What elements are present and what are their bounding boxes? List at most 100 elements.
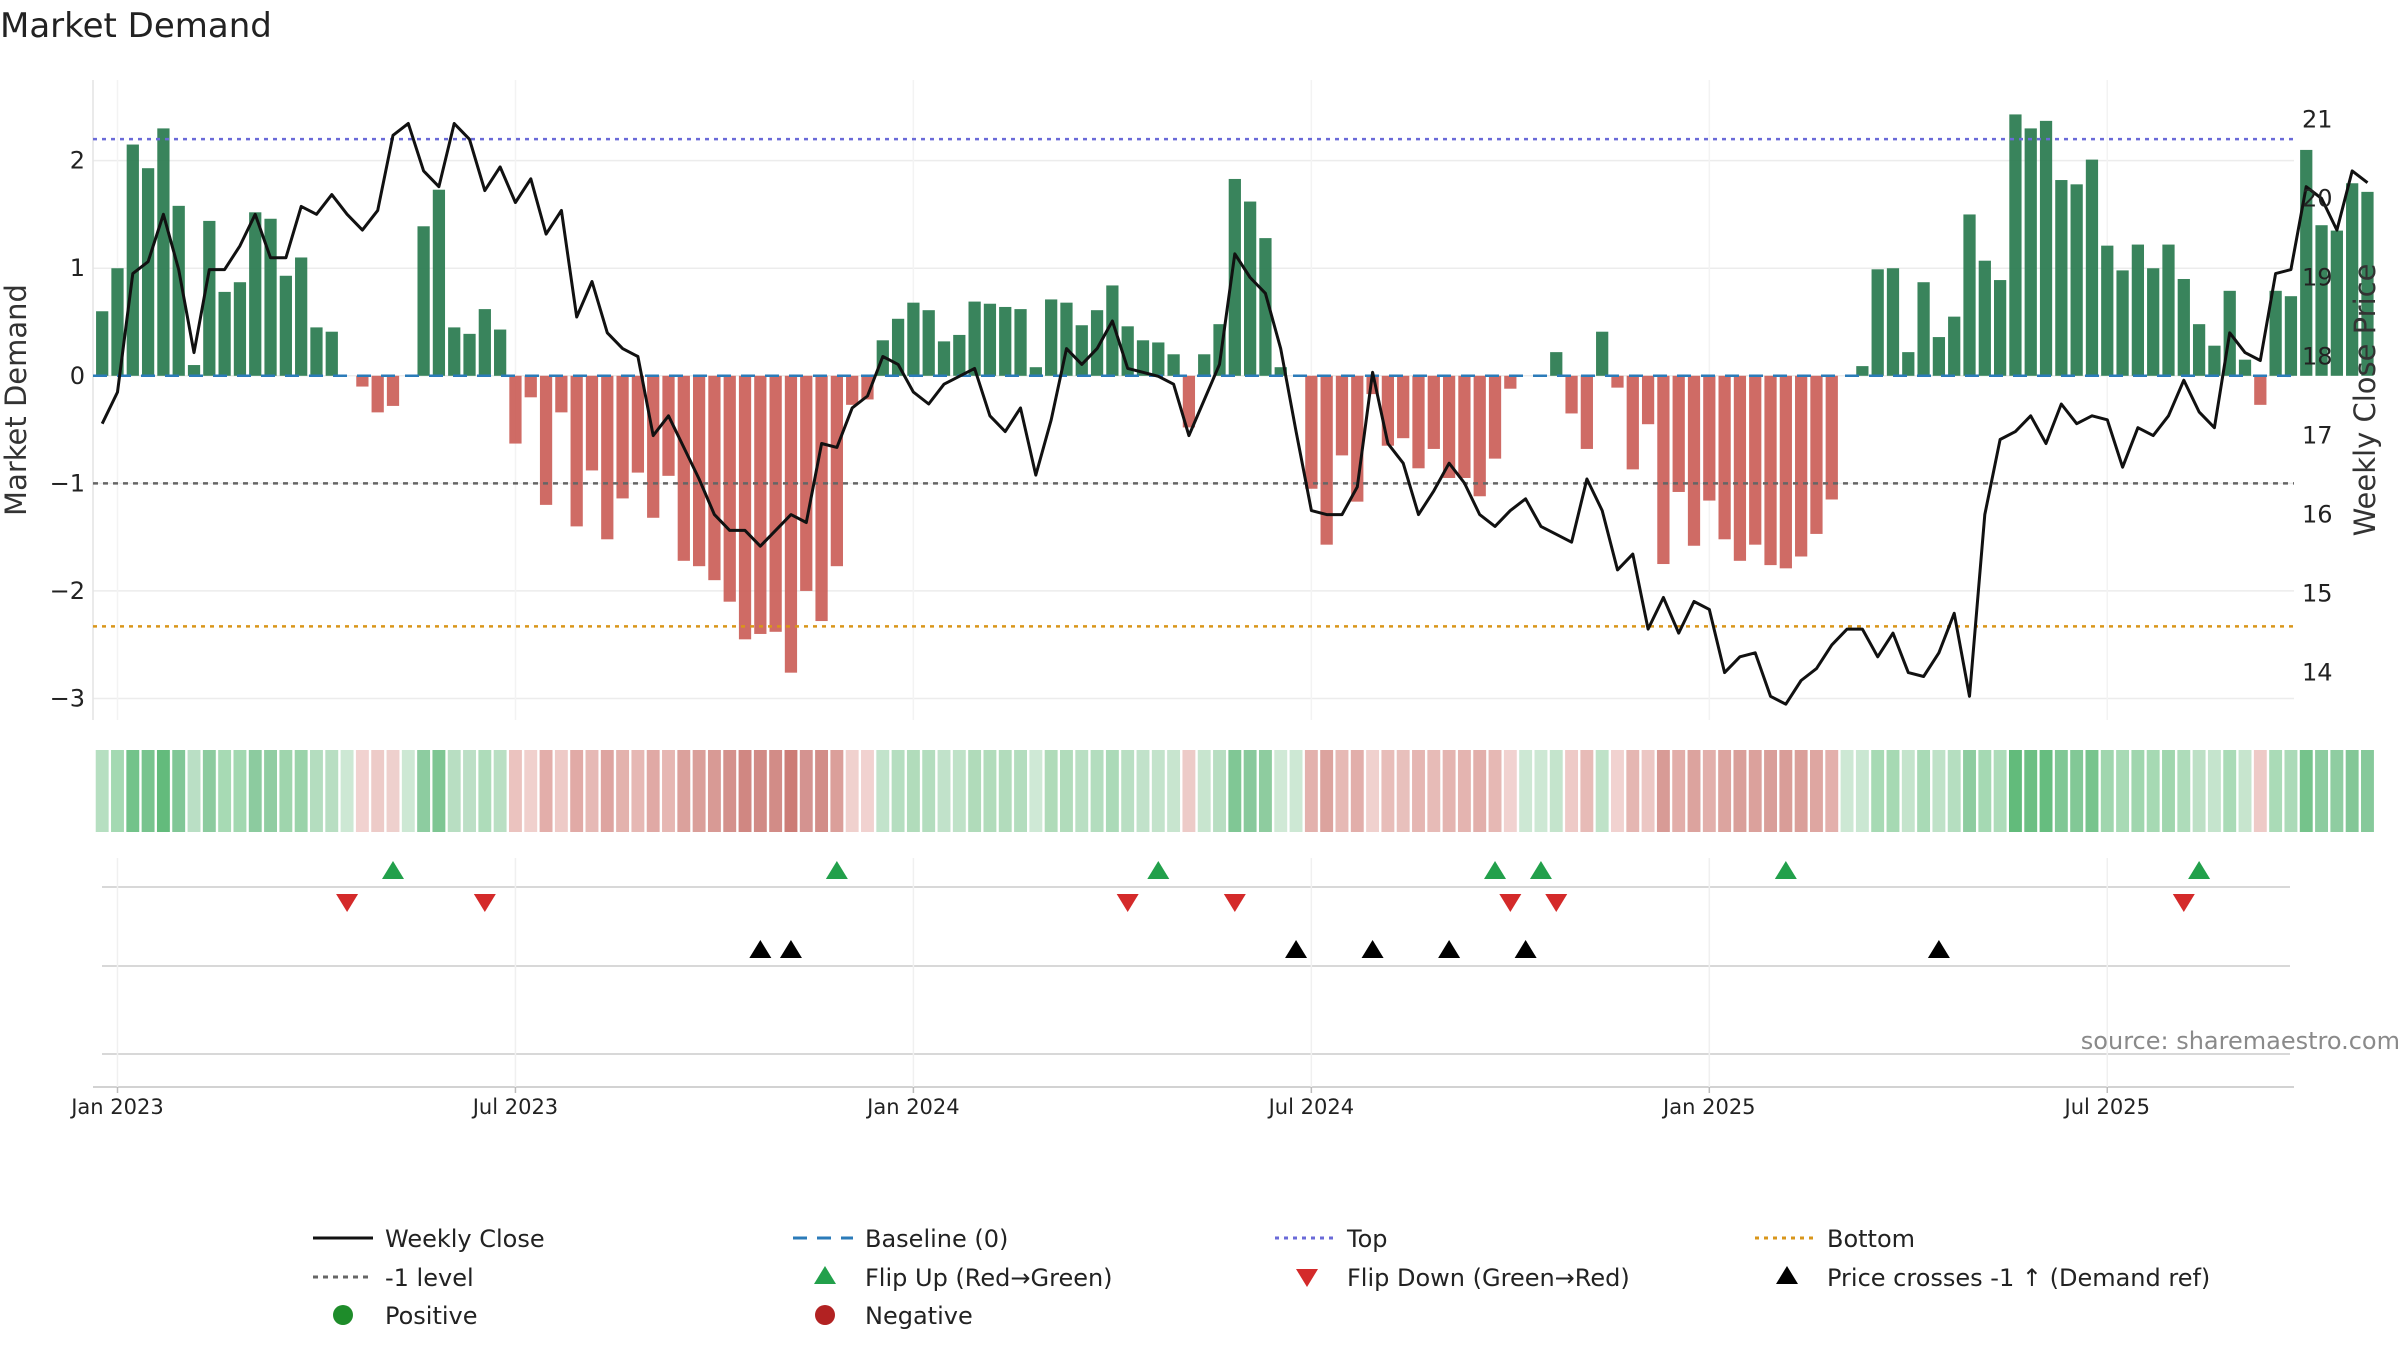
ribbon-cell (1748, 750, 1762, 832)
ribbon-cell (1626, 750, 1640, 832)
demand-bar (2039, 120, 2053, 376)
demand-bar (830, 375, 843, 567)
demand-bar (2055, 180, 2068, 376)
demand-bar (570, 375, 583, 527)
legend-label: Negative (865, 1302, 973, 1330)
ribbon-cell (554, 750, 568, 832)
ribbon-cell (1060, 750, 1073, 832)
ribbon-cell (1978, 750, 1992, 832)
ribbon-cell (1718, 750, 1732, 832)
demand-bar (2024, 128, 2037, 376)
ribbon-cell (1963, 750, 1976, 832)
demand-bar (983, 303, 997, 376)
ribbon-cell (692, 750, 706, 832)
ribbon-cell (233, 750, 247, 832)
left-tick-label: −2 (50, 577, 85, 605)
left-tick-label: 1 (70, 254, 85, 282)
legend-label: Baseline (0) (865, 1225, 1008, 1253)
demand-bar (2162, 244, 2175, 376)
demand-bar (1856, 366, 1869, 376)
left-tick-label: 2 (70, 147, 85, 175)
demand-color-ribbon (95, 750, 2374, 832)
demand-bar (769, 375, 782, 632)
demand-bar (1948, 316, 1961, 376)
demand-bar (1075, 325, 1088, 376)
ribbon-cell (937, 750, 951, 832)
ribbon-cell (1151, 750, 1165, 832)
x-tick-label: Jan 2023 (69, 1095, 164, 1119)
demand-bar (692, 375, 706, 567)
ribbon-cell (1381, 750, 1395, 832)
demand-bar (2315, 225, 2328, 376)
ribbon-cell (111, 750, 124, 832)
demand-bar (356, 375, 369, 387)
demand-bar (172, 205, 185, 376)
demand-bar (1045, 299, 1058, 376)
ribbon-cell (172, 750, 186, 832)
ribbon-cell (1488, 750, 1502, 832)
ribbon-cell (1886, 750, 1900, 832)
ribbon-cell (141, 750, 155, 832)
demand-bar (2009, 114, 2022, 376)
ribbon-cell (1855, 750, 1869, 832)
ribbon-cell (1993, 750, 2007, 832)
ribbon-cell (2361, 750, 2374, 832)
legend-label: Top (1346, 1225, 1388, 1253)
ribbon-cell (753, 750, 767, 832)
demand-bar (371, 375, 384, 413)
ribbon-cell (1764, 750, 1777, 832)
flip-up-marker (1484, 861, 1507, 879)
ribbon-cell (1044, 750, 1058, 832)
demand-bar (846, 375, 859, 405)
legend-negative: Negative (815, 1302, 973, 1330)
ribbon-cell (126, 750, 140, 832)
demand-bar (723, 375, 736, 602)
demand-bar (1703, 375, 1716, 501)
demand-bar (1397, 375, 1410, 439)
demand-bar (1442, 375, 1456, 478)
ribbon-cell (1672, 750, 1686, 832)
demand-bar (1335, 375, 1349, 456)
flip-up-marker (1529, 861, 1552, 879)
x-tick-label: Jan 2024 (865, 1095, 960, 1119)
ribbon-cell (539, 750, 553, 832)
flip-up-marker (381, 861, 404, 879)
ribbon-cell (1580, 750, 1594, 832)
demand-bar (1014, 309, 1027, 376)
demand-bar (2238, 359, 2252, 376)
ribbon-cell (1121, 750, 1135, 832)
demand-bar (2101, 245, 2114, 376)
demand-bar (111, 268, 124, 376)
ribbon-cell (1304, 750, 1318, 832)
demand-bar (1932, 337, 1946, 376)
demand-bar (2192, 324, 2206, 376)
ribbon-cell (1213, 750, 1226, 832)
price-cross-marker (1285, 940, 1308, 958)
price-cross-marker (1361, 940, 1384, 958)
ribbon-cell (2284, 750, 2298, 832)
demand-bar (1764, 375, 1777, 566)
flip-down-marker (473, 894, 496, 912)
price-cross-marker (749, 940, 772, 958)
legend-bottom: Bottom (1755, 1225, 1915, 1253)
flip-down-marker (336, 894, 359, 912)
demand-bar (2085, 159, 2099, 376)
ribbon-cell (861, 750, 874, 832)
ribbon-cell (508, 750, 522, 832)
ribbon-cell (1090, 750, 1104, 832)
legend-flip-up: Flip Up (Red→Green) (814, 1264, 1113, 1292)
ribbon-cell (1549, 750, 1563, 832)
left-axis-label: Market Demand (0, 284, 33, 516)
ribbon-cell (2054, 750, 2068, 832)
ribbon-cell (1565, 750, 1579, 832)
ribbon-cell (310, 750, 323, 832)
ribbon-cell (952, 750, 966, 832)
ribbon-cell (983, 750, 997, 832)
ribbon-cell (845, 750, 859, 832)
demand-bar (1596, 331, 1609, 376)
demand-bar (417, 226, 430, 376)
ribbon-cell (1243, 750, 1257, 832)
ribbon-cell (2223, 750, 2237, 832)
x-axis-ticks: Jan 2023 Jul 2023 Jan 2024 Jul 2024 Jan 2025… (69, 1087, 2150, 1119)
ribbon-cell (2238, 750, 2252, 832)
